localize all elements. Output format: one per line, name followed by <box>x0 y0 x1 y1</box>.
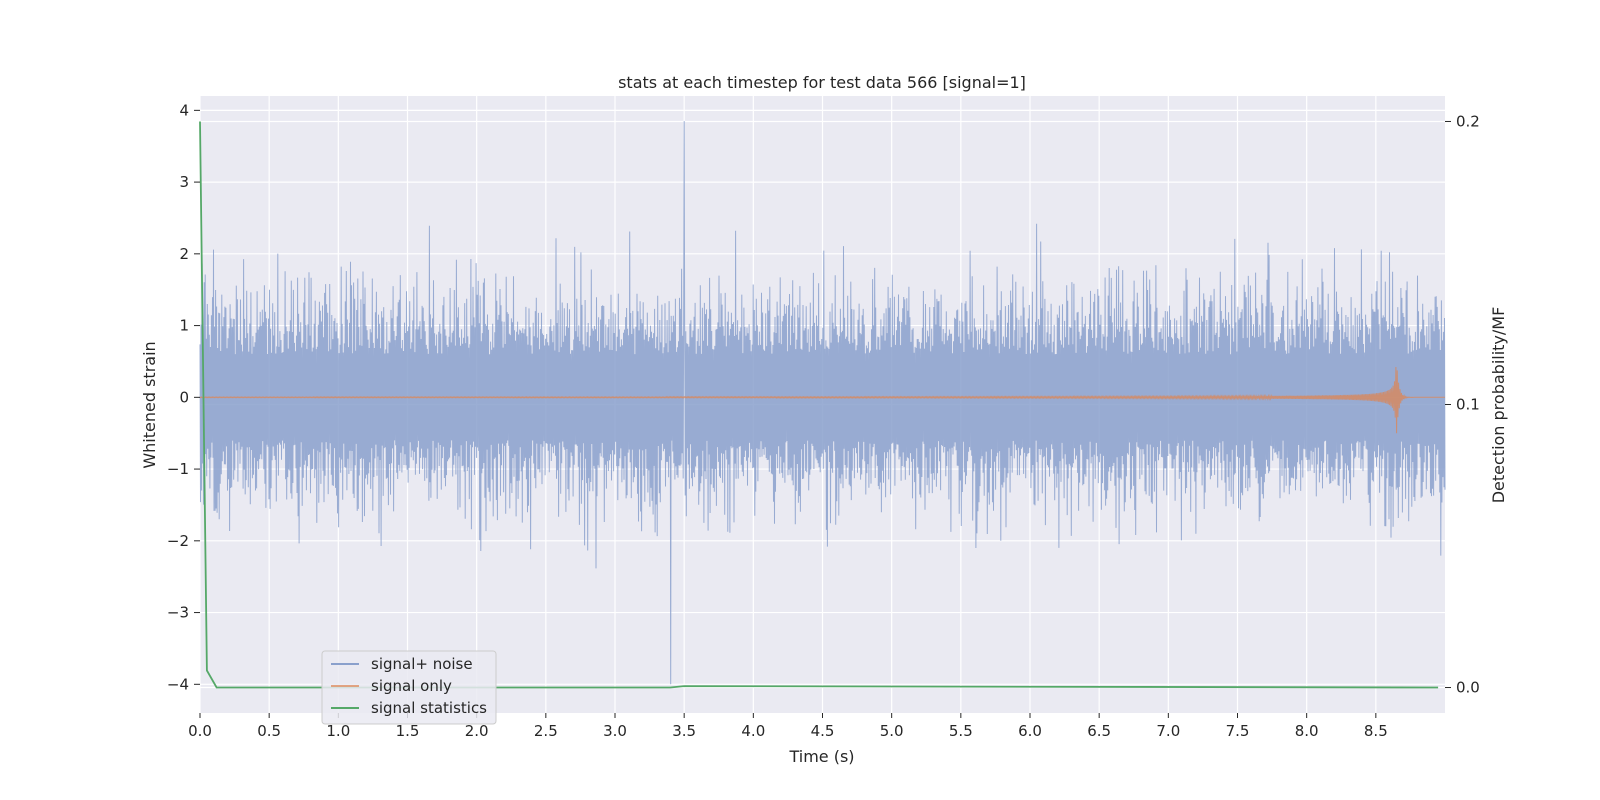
y-tick-label: 0 <box>179 388 189 406</box>
x-tick-label: 8.0 <box>1295 722 1319 740</box>
x-tick-label: 2.5 <box>534 722 558 740</box>
y-tick-label: −1 <box>167 460 189 478</box>
y-tick-label: −2 <box>167 532 189 550</box>
x-tick-label: 0.0 <box>188 722 212 740</box>
x-tick-label: 4.0 <box>741 722 765 740</box>
x-axis-ticks: 0.0 0.5 1.0 1.5 2.0 2.5 3.0 3.5 4.0 4.5 5.0 5.5 6.0 6… <box>188 713 1388 740</box>
x-axis-label: Time (s) <box>788 747 854 766</box>
x-tick-label: 7.0 <box>1156 722 1180 740</box>
chart-title: stats at each timestep for test data 566… <box>618 73 1026 92</box>
x-tick-label: 1.5 <box>396 722 420 740</box>
y2-tick-label: 0.2 <box>1456 112 1480 130</box>
x-tick-label: 3.0 <box>603 722 627 740</box>
x-tick-label: 2.0 <box>465 722 489 740</box>
x-tick-label: 0.5 <box>257 722 281 740</box>
y2-axis-label: Detection probability/MF <box>1489 307 1508 504</box>
x-tick-label: 6.5 <box>1087 722 1111 740</box>
y-axis-label: Whitened strain <box>140 341 159 468</box>
x-tick-label: 6.0 <box>1018 722 1042 740</box>
x-tick-label: 3.5 <box>672 722 696 740</box>
y-tick-label: 3 <box>179 173 189 191</box>
x-tick-label: 5.5 <box>949 722 973 740</box>
x-tick-label: 7.5 <box>1226 722 1250 740</box>
x-tick-label: 4.5 <box>811 722 835 740</box>
y-axis-ticks: −4 −3 −2 −1 0 1 2 3 4 <box>167 101 200 693</box>
legend: signal+ noise signal only signal statist… <box>321 650 497 725</box>
y2-tick-label: 0.0 <box>1456 679 1480 697</box>
y2-axis-ticks: 0.0 0.1 0.2 <box>1445 112 1480 697</box>
series-signal-noise-line <box>199 121 1446 685</box>
y2-tick-label: 0.1 <box>1456 396 1480 414</box>
y-tick-label: 4 <box>179 101 189 119</box>
legend-box <box>321 650 497 725</box>
legend-label-signal-only: signal only <box>371 677 452 695</box>
x-tick-label: 1.0 <box>326 722 350 740</box>
y-tick-label: −4 <box>167 675 189 693</box>
y-tick-label: 1 <box>179 317 189 335</box>
y-tick-label: −3 <box>167 604 189 622</box>
legend-label-signal-noise: signal+ noise <box>371 655 473 673</box>
x-tick-label: 5.0 <box>880 722 904 740</box>
legend-label-signal-statistics: signal statistics <box>371 699 487 717</box>
x-tick-label: 8.5 <box>1364 722 1388 740</box>
series-signal-only-line <box>199 366 1445 434</box>
y-tick-label: 2 <box>179 245 189 263</box>
